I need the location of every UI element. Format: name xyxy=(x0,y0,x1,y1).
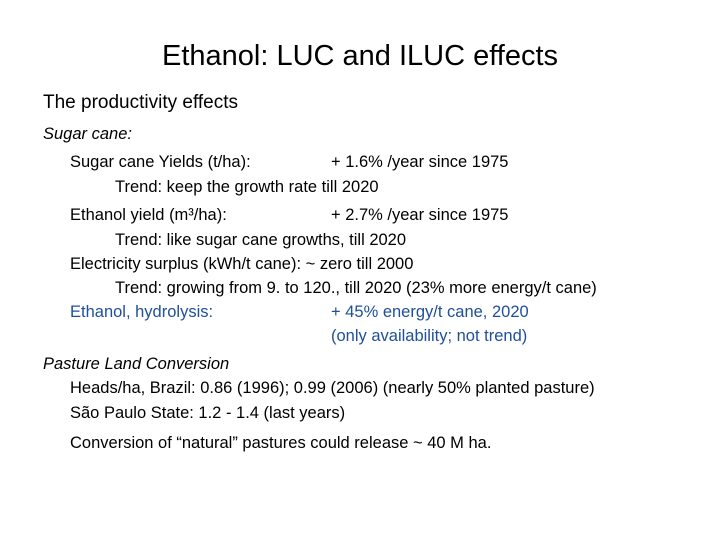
ethanol-yield-trend: Trend: like sugar cane growths, till 202… xyxy=(115,231,407,249)
heads-per-ha-line: Heads/ha, Brazil: 0.86 (1996); 0.99 (200… xyxy=(70,379,595,397)
slide-title: Ethanol: LUC and ILUC effects xyxy=(161,40,559,72)
yields-trend: Trend: keep the growth rate till 2020 xyxy=(115,178,379,196)
ethanol-yield-label: Ethanol yield (m³/ha): xyxy=(70,206,227,224)
yields-value: + 1.6% /year since 1975 xyxy=(331,153,509,171)
sao-paulo-line: São Paulo State: 1.2 - 1.4 (last years) xyxy=(70,404,346,422)
electricity-surplus-line: Electricity surplus (kWh/t cane): ~ zero… xyxy=(70,255,414,273)
pasture-conversion-line: Conversion of “natural” pastures could r… xyxy=(70,434,492,452)
electricity-trend: Trend: growing from 9. to 120., till 202… xyxy=(115,279,597,297)
pasture-heading: Pasture Land Conversion xyxy=(43,355,230,373)
sugar-cane-heading: Sugar cane: xyxy=(43,125,132,143)
yields-label: Sugar cane Yields (t/ha): xyxy=(70,153,251,171)
hydrolysis-note: (only availability; not trend) xyxy=(331,327,528,345)
hydrolysis-value: + 45% energy/t cane, 2020 xyxy=(331,303,529,321)
hydrolysis-label: Ethanol, hydrolysis: xyxy=(70,303,214,321)
section-subtitle: The productivity effects xyxy=(43,92,239,113)
ethanol-yield-value: + 2.7% /year since 1975 xyxy=(331,206,509,224)
